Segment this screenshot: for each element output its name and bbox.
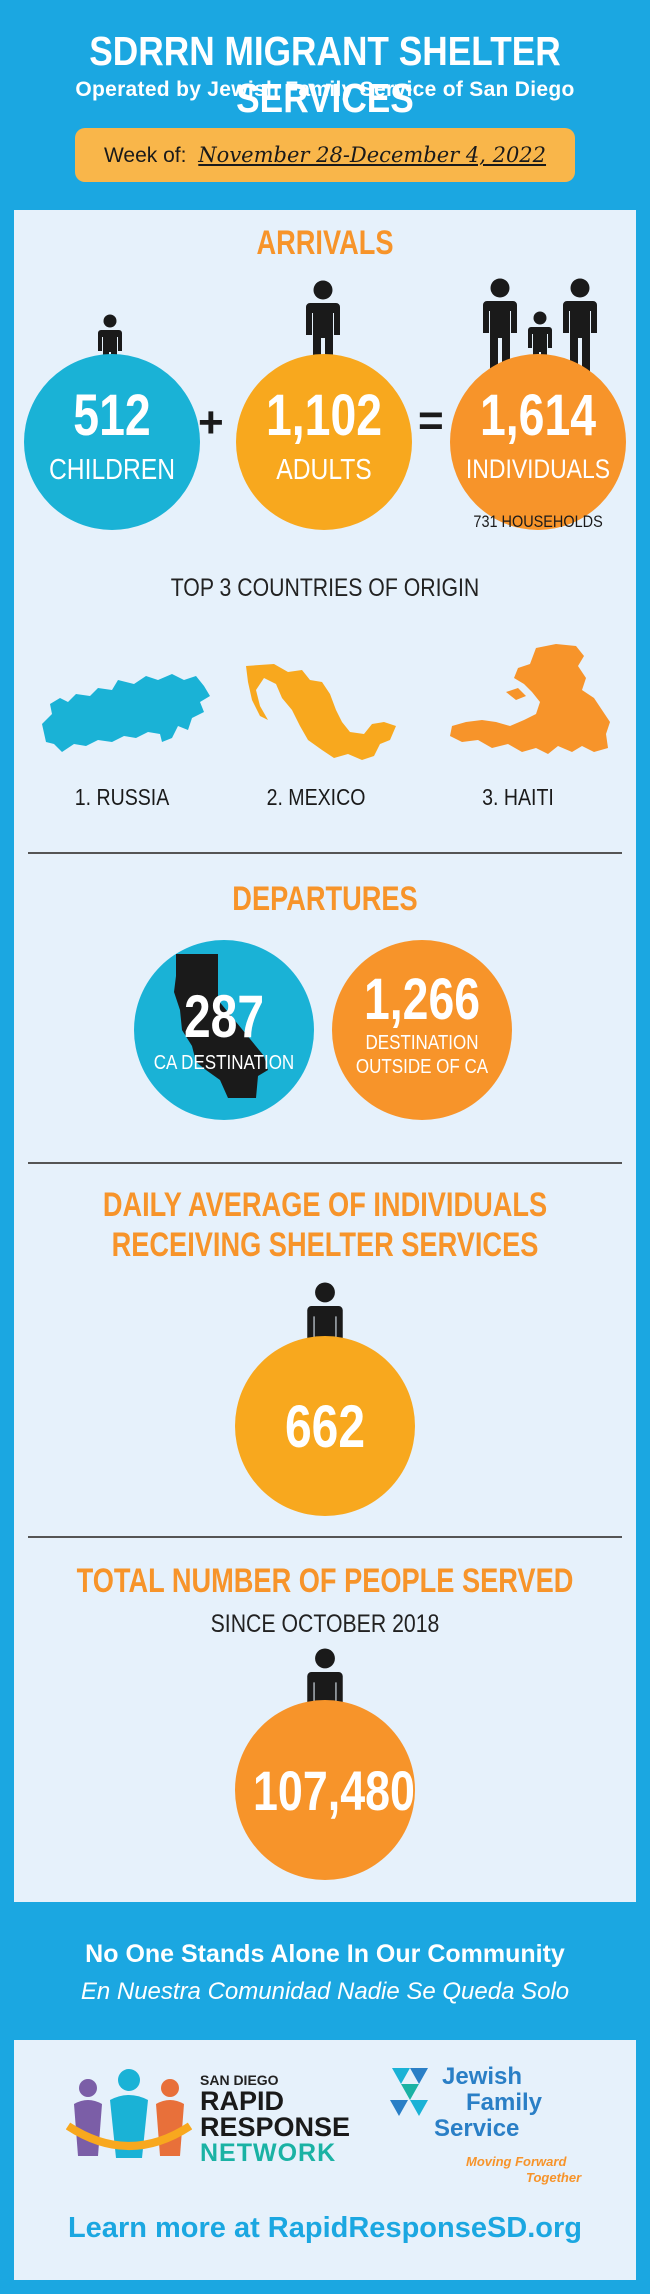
tagline-english: No One Stands Alone In Our Community (85, 1940, 565, 1968)
week-badge: Week of: November 28-December 4, 2022 (75, 128, 575, 182)
jfs-line3: Service (434, 2115, 520, 2142)
equals-sign: = (418, 396, 444, 445)
total-subtitle: SINCE OCTOBER 2018 (210, 1610, 440, 1638)
daily-title-line2: RECEIVING SHELTER SERVICES (111, 1226, 539, 1264)
ca-destination-circle: 287 CA DESTINATION (134, 940, 314, 1120)
page-subtitle: Operated by Jewish Family Service of San… (75, 78, 575, 101)
daily-average-value: 662 (284, 1393, 366, 1460)
adults-label: ADULTS (276, 454, 372, 486)
week-dates: November 28-December 4, 2022 (198, 143, 547, 167)
children-label: CHILDREN (48, 454, 176, 486)
daily-average-circle: 662 (235, 1336, 415, 1516)
outside-ca-label-1: DESTINATION (365, 1032, 479, 1054)
outside-ca-circle: 1,266 DESTINATION OUTSIDE OF CA (332, 940, 512, 1120)
adults-circle: 1,102 ADULTS (236, 354, 412, 530)
individuals-circle: 1,614 INDIVIDUALS (450, 354, 626, 530)
country-haiti: 3. HAITI (482, 784, 554, 810)
total-served-value: 107,480 (253, 1759, 415, 1822)
learn-more-link[interactable]: Learn more at RapidResponseSD.org (67, 2212, 583, 2244)
divider-3 (28, 1536, 622, 1538)
mexico-map-icon (246, 664, 396, 760)
country-russia: 1. RUSSIA (74, 784, 170, 810)
daily-title-line1: DAILY AVERAGE OF INDIVIDUALS (102, 1186, 548, 1224)
households-count: 731 HOUSEHOLDS (473, 512, 603, 531)
plus-sign: + (198, 398, 224, 447)
arrivals-title: ARRIVALS (256, 224, 394, 262)
children-circle: 512 CHILDREN (24, 354, 200, 530)
rrn-line1: RAPID (200, 2086, 285, 2116)
california-map-icon (174, 954, 268, 1098)
total-served-circle: 107,480 (235, 1700, 415, 1880)
divider-2 (28, 1162, 622, 1164)
total-title: TOTAL NUMBER OF PEOPLE SERVED (76, 1562, 574, 1600)
jfs-tagline-2: Together (526, 2170, 582, 2185)
haiti-map-icon (450, 644, 610, 754)
outside-ca-label-2: OUTSIDE OF CA (355, 1056, 489, 1078)
ca-destination-value: 287 (183, 983, 265, 1050)
page-title: SDRRN MIGRANT SHELTER SERVICES (89, 28, 561, 121)
jfs-tagline-1: Moving Forward (466, 2154, 567, 2169)
tagline-spanish: En Nuestra Comunidad Nadie Se Queda Solo (80, 1978, 570, 2005)
departures-title: DEPARTURES (232, 880, 418, 918)
outside-ca-value: 1,266 (363, 967, 481, 1032)
family-icon (483, 278, 597, 372)
russia-map-icon (42, 674, 210, 752)
country-mexico: 2. MEXICO (266, 784, 366, 810)
jfs-logo-icon (390, 2068, 428, 2116)
individuals-value: 1,614 (479, 383, 597, 448)
footer-panel (14, 2040, 636, 2280)
rrn-logo-icon (66, 2069, 192, 2158)
rrn-line3: NETWORK (200, 2139, 337, 2167)
countries-title: TOP 3 COUNTRIES OF ORIGIN (170, 574, 480, 602)
ca-destination-label: CA DESTINATION (153, 1052, 295, 1074)
week-label: Week of: (103, 144, 187, 167)
jfs-line1: Jewish (442, 2063, 523, 2090)
adults-value: 1,102 (265, 383, 383, 448)
individuals-label: INDIVIDUALS (465, 454, 611, 484)
jfs-line2: Family (466, 2089, 543, 2116)
divider-1 (28, 852, 622, 854)
children-value: 512 (73, 383, 151, 448)
rrn-line2: RESPONSE (200, 2112, 351, 2142)
rrn-small-text: SAN DIEGO (200, 2072, 279, 2088)
